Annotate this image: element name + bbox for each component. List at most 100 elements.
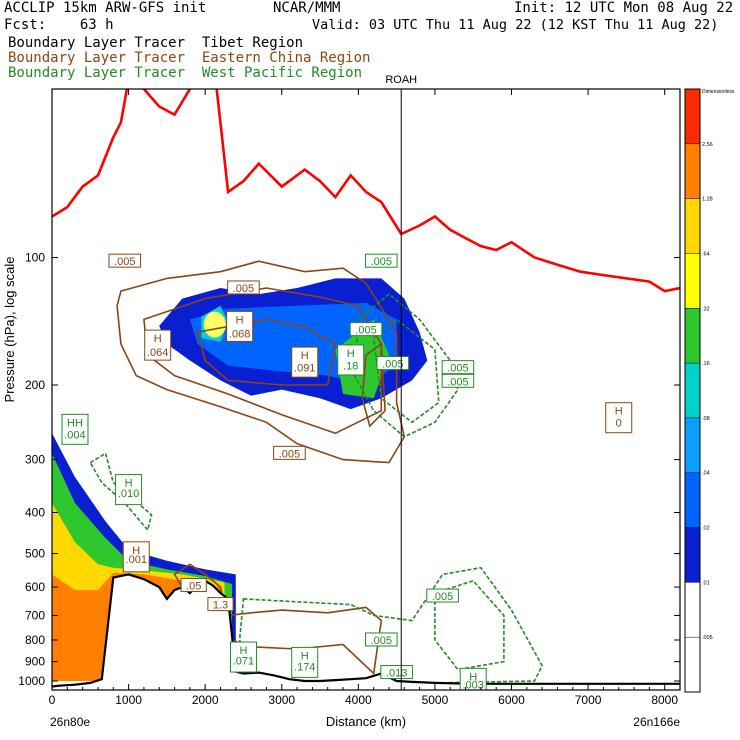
contour-label-box-32 <box>426 588 459 603</box>
plot-frame <box>51 88 681 691</box>
section-end-label: 26n166e <box>633 715 680 729</box>
contour-label-17: 0 <box>616 417 622 429</box>
colorbar-label-7: .02 <box>702 526 710 532</box>
colorbar-segment-0 <box>685 89 700 144</box>
contour-label-box-25 <box>207 597 234 612</box>
high-label-box-26 <box>229 641 257 673</box>
colorbar-label-6: .04 <box>702 471 710 477</box>
x-tick-label-7: 7000 <box>575 693 602 707</box>
contour-label-10: .18 <box>343 361 358 373</box>
contour-label-box-24 <box>180 578 207 593</box>
contour-label-31: .013 <box>386 668 407 680</box>
contour-label-23: .001 <box>126 554 147 566</box>
colorbar-label-0: 2.56 <box>702 142 713 148</box>
high-label-box-18 <box>61 413 89 445</box>
contour-label-box-2 <box>365 253 398 268</box>
contour-label-box-14 <box>441 373 475 388</box>
contour-label-13: .005 <box>447 363 468 375</box>
contour-label-box-12 <box>376 356 410 371</box>
forecast-hour: Fcst: 63 h <box>4 17 114 33</box>
x-tick-label-0: 0 <box>49 693 56 707</box>
x-tick-label-1: 1000 <box>115 693 142 707</box>
tracer-legend-tibet: Boundary Layer Tracer Tibet Region <box>8 35 304 51</box>
high-label-box-28 <box>291 646 319 678</box>
colorbar-segment-3 <box>685 253 700 309</box>
y-tick-label-8: 900 <box>25 655 45 669</box>
high-label-box-33 <box>459 667 487 690</box>
colorbar-title: Dimensionless <box>702 89 735 95</box>
contour-label-2: .005 <box>371 256 392 268</box>
contour-label-box-1 <box>227 280 260 295</box>
high-label-box-3 <box>144 329 172 361</box>
y-tick-label-7: 800 <box>25 633 45 647</box>
x-tick-label-2: 2000 <box>192 693 219 707</box>
contour-label-30: .005 <box>371 635 392 647</box>
contour-label-box-13 <box>441 360 475 375</box>
contour-label-26: H <box>239 645 247 657</box>
init-time: Init: 12 UTC Mon 08 Aug 22 <box>514 0 734 16</box>
high-label-box-20 <box>115 474 143 506</box>
section-start-label: 26n80e <box>50 715 90 729</box>
eastern-china-contour-1 <box>143 287 383 435</box>
tracer-legend-west-pacific: Boundary Layer Tracer West Pacific Regio… <box>8 65 363 81</box>
colorbar-frame <box>684 88 701 693</box>
colorbar-segment-8 <box>685 527 700 583</box>
high-label-box-22 <box>122 541 150 573</box>
colorbar-segment-2 <box>685 198 700 254</box>
contour-label-4: .064 <box>147 347 168 359</box>
contour-label-8: .091 <box>294 363 315 375</box>
x-tick-label-3: 3000 <box>268 693 295 707</box>
x-tick-label-6: 6000 <box>498 693 525 707</box>
x-tick-label-5: 5000 <box>422 693 449 707</box>
west-pacific-contour-0 <box>353 293 459 438</box>
colorbar-label-4: .16 <box>702 361 710 367</box>
high-label-box-9 <box>337 344 365 376</box>
high-label-box-16 <box>605 402 633 434</box>
west-pacific-contour-4 <box>434 579 505 671</box>
contour-label-34: .003 <box>463 680 484 692</box>
station-label: ROAH <box>385 74 417 86</box>
colorbar-label-8: .01 <box>702 580 710 586</box>
contour-label-14: .005 <box>447 376 468 388</box>
terrain-fill <box>52 574 680 690</box>
y-tick-label-5: 600 <box>25 580 45 594</box>
y-tick-label-0: 100 <box>25 251 45 265</box>
colorbar-label-5: .08 <box>702 416 710 422</box>
run-title: ACCLIP 15km ARW-GFS init <box>4 0 207 16</box>
colorbar-segment-10 <box>685 637 700 692</box>
center-label: NCAR/MMM <box>273 0 341 16</box>
contour-label-1: .005 <box>233 283 254 295</box>
y-tick-label-2: 300 <box>25 453 45 467</box>
contour-label-24: .05 <box>186 581 201 593</box>
contour-label-25: 1.3 <box>213 600 228 612</box>
contour-label-box-31 <box>380 665 413 680</box>
y-axis-title: Pressure (hPa), log scale <box>2 257 17 403</box>
contour-label-20: H <box>125 478 133 490</box>
contour-label-box-30 <box>365 632 398 647</box>
y-tick-label-9: 1000 <box>18 674 45 688</box>
contour-label-27: .071 <box>233 656 254 668</box>
contour-label-11: .005 <box>355 325 376 337</box>
contour-label-15: .005 <box>279 448 300 460</box>
plot-layer: .005.005.005H.064H.068H.091H.18.005.005.… <box>52 89 680 692</box>
contour-label-box-15 <box>273 445 306 460</box>
contour-label-5: H <box>236 314 244 326</box>
contour-label-12: .005 <box>382 359 403 371</box>
colorbar-label-1: 1.28 <box>702 197 713 203</box>
colorbar-segment-4 <box>685 308 700 364</box>
high-label-box-7 <box>291 346 319 378</box>
contour-label-32: .005 <box>432 591 453 603</box>
contour-label-6: .068 <box>229 328 250 340</box>
contour-label-21: .010 <box>118 488 139 500</box>
x-tick-label-4: 4000 <box>345 693 372 707</box>
y-tick-label-1: 200 <box>25 378 45 392</box>
eastern-china-contour-0 <box>116 260 406 464</box>
tibet-plume-hotspot <box>203 311 226 338</box>
contour-label-0: .005 <box>114 256 135 268</box>
contour-label-3: H <box>154 333 162 345</box>
high-label-box-5 <box>226 310 254 342</box>
contour-label-7: H <box>301 350 309 362</box>
contour-label-33: H <box>469 671 477 683</box>
